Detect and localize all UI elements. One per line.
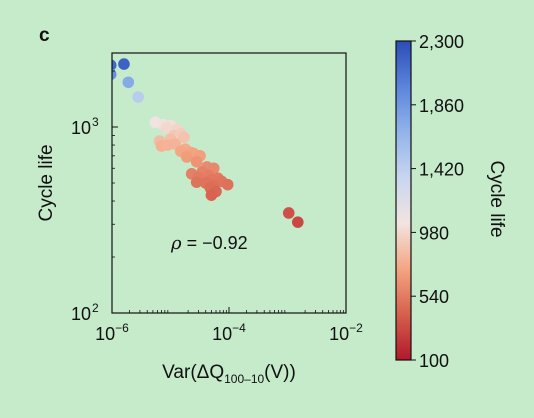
colorbar-tick-label: 540	[419, 287, 449, 307]
x-tick-label-exp: −4	[232, 321, 246, 335]
x-axis-label-sub: 100–10	[224, 372, 264, 386]
x-tick-label: 10−4	[212, 321, 246, 344]
colorbar-gradient	[395, 40, 412, 361]
data-point	[118, 58, 130, 70]
data-point	[112, 59, 117, 71]
x-axis-label-pre: Var(ΔQ	[162, 362, 224, 383]
data-point	[292, 216, 304, 228]
y-tick-label: 10	[71, 118, 91, 138]
x-tick-label-exp: −6	[115, 321, 129, 335]
colorbar-ticks: 2,300 1,860 1,420 980 540 100	[411, 32, 464, 371]
y-axis-label: Cycle life	[36, 144, 57, 221]
colorbar-tick-label: 980	[419, 223, 449, 243]
x-tick-label-base: 10	[95, 324, 115, 344]
y-tick-label-base: 10	[71, 304, 91, 324]
colorbar-label: Cycle life	[486, 160, 507, 237]
x-tick-label-base: 10	[329, 324, 349, 344]
x-tick-label-base: 10	[212, 324, 232, 344]
y-tick-label-exp: 2	[92, 301, 99, 315]
y-tick-label-exp: 3	[92, 115, 99, 129]
colorbar-tick-label: 100	[419, 351, 449, 371]
x-axis-ticks: 10−6 10−4 10−2	[95, 307, 363, 344]
data-point	[282, 207, 295, 219]
data-point	[160, 122, 173, 134]
data-point	[190, 176, 203, 188]
data-point	[190, 156, 203, 168]
correlation-annotation: ρ = −0.92	[170, 233, 248, 254]
data-point	[205, 189, 218, 201]
x-tick-label-exp: −2	[349, 321, 363, 335]
data-point	[132, 91, 144, 103]
colorbar-tick-label: 1,420	[419, 160, 464, 180]
correlation-symbol: ρ	[170, 233, 182, 254]
x-tick-label: 10−6	[95, 321, 129, 344]
data-point	[162, 139, 174, 151]
data-point	[178, 131, 190, 144]
colorbar-tick-label: 1,860	[419, 96, 464, 116]
x-axis-label-post: (V))	[264, 362, 296, 383]
panel-label: c	[39, 25, 50, 46]
colorbar: 2,300 1,860 1,420 980 540 100 Cycle life	[395, 32, 507, 371]
colorbar-tick-label: 2,300	[419, 32, 464, 52]
data-point	[181, 151, 193, 163]
data-point	[122, 76, 135, 89]
y-tick-label-base: 10	[71, 118, 91, 138]
correlation-value: = −0.92	[182, 233, 248, 253]
x-axis-label: Var(ΔQ100–10(V))	[162, 362, 296, 386]
data-point	[112, 68, 117, 80]
y-tick-label: 10	[71, 304, 91, 324]
x-tick-label: 10−2	[329, 321, 363, 344]
data-point	[221, 178, 234, 191]
scatter-points	[112, 58, 304, 228]
